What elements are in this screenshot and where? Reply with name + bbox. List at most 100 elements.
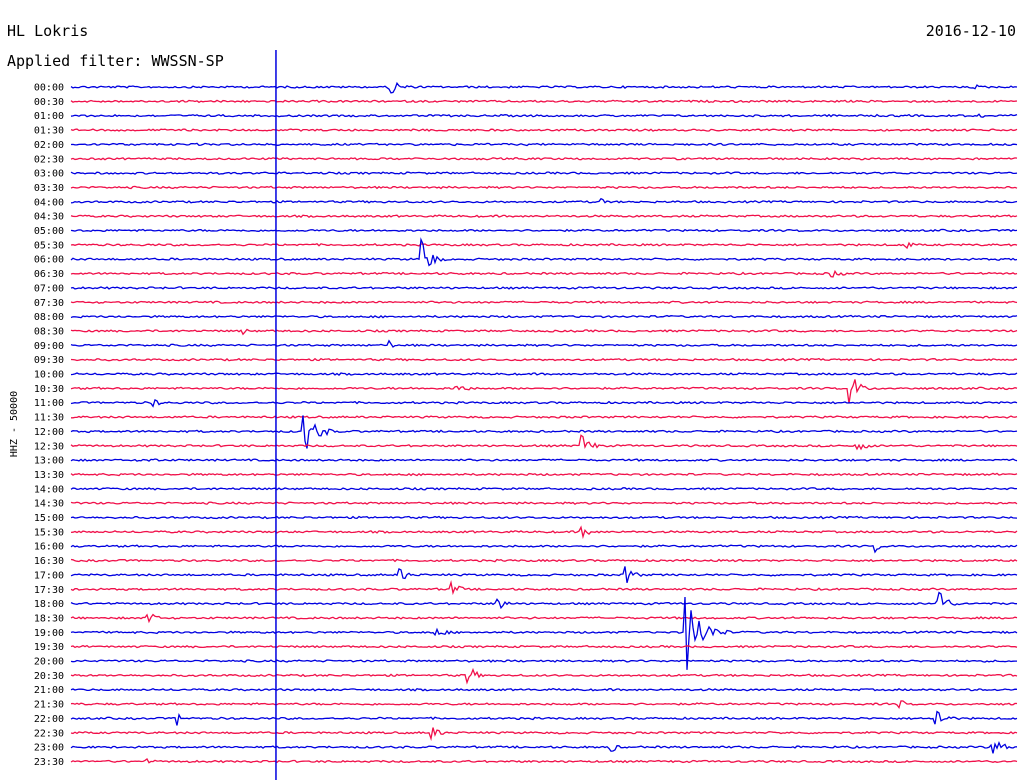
hour-tick-label: 09:30 <box>34 355 64 366</box>
trace-row-0530 <box>70 241 1018 250</box>
hour-tick-label: 04:30 <box>34 212 64 223</box>
trace-row-2200 <box>70 710 1018 726</box>
hour-tick-label: 12:00 <box>34 427 64 438</box>
trace-row-1930 <box>70 644 1018 649</box>
hour-tick-label: 05:00 <box>34 226 64 237</box>
trace-row-0230 <box>70 156 1018 161</box>
hour-tick-label: 14:00 <box>34 484 64 495</box>
trace-row-1030 <box>70 379 1018 404</box>
hour-tick-label: 19:00 <box>34 628 64 639</box>
trace-row-0630 <box>70 269 1018 278</box>
trace-row-2100 <box>70 687 1018 692</box>
hour-tick-label: 21:00 <box>34 685 64 696</box>
trace-row-1330 <box>70 472 1018 477</box>
trace-row-1600 <box>70 544 1018 554</box>
hour-tick-label: 05:30 <box>34 240 64 251</box>
hour-tick-label: 06:30 <box>34 269 64 280</box>
hour-tick-label: 18:00 <box>34 599 64 610</box>
hour-tick-label: 03:00 <box>34 169 64 180</box>
hour-tick-label: 03:30 <box>34 183 64 194</box>
trace-row-1200 <box>70 415 1018 449</box>
trace-row-0730 <box>70 300 1018 305</box>
hour-tick-label: 02:00 <box>34 140 64 151</box>
trace-row-1300 <box>70 458 1018 462</box>
trace-row-1230 <box>70 434 1018 451</box>
hour-tick-label: 01:30 <box>34 126 64 137</box>
y-axis-label: HHZ - 50000 <box>9 391 20 457</box>
hour-tick-label: 12:30 <box>34 441 64 452</box>
hour-tick-label: 16:00 <box>34 542 64 553</box>
trace-row-0500 <box>70 228 1018 233</box>
trace-row-0430 <box>70 214 1018 219</box>
trace-row-0100 <box>70 113 1018 118</box>
hour-tick-label: 17:30 <box>34 585 64 596</box>
hour-tick-label: 01:00 <box>34 111 64 122</box>
date-label: 2016-12-10 <box>926 22 1016 40</box>
trace-row-0000 <box>70 81 1018 94</box>
hour-tick-label: 17:00 <box>34 570 64 581</box>
trace-row-0330 <box>70 185 1018 190</box>
hour-tick-label: 22:00 <box>34 714 64 725</box>
hour-tick-label: 20:00 <box>34 657 64 668</box>
trace-row-0700 <box>70 286 1018 290</box>
trace-row-0130 <box>70 128 1018 132</box>
hour-tick-label: 06:00 <box>34 255 64 266</box>
trace-row-1800 <box>70 591 1017 610</box>
trace-row-0030 <box>70 99 1018 104</box>
hour-tick-label: 15:00 <box>34 513 64 524</box>
hour-ticks: 00:00 00:30 01:00 01:30 02:00 02:30 03:00 03:30… <box>34 83 64 768</box>
trace-row-2130 <box>70 700 1018 710</box>
trace-row-1000 <box>70 372 1018 376</box>
trace-row-1630 <box>70 558 1018 563</box>
hour-tick-label: 23:30 <box>34 757 64 768</box>
hour-tick-label: 07:30 <box>34 298 64 309</box>
trace-row-0800 <box>70 314 1018 319</box>
hour-tick-label: 19:30 <box>34 642 64 653</box>
hour-tick-label: 09:00 <box>34 341 64 352</box>
trace-row-2300 <box>70 741 1018 754</box>
hour-tick-label: 20:30 <box>34 671 64 682</box>
trace-row-2030 <box>70 667 1018 685</box>
trace-row-2330 <box>70 758 1018 764</box>
hour-tick-label: 02:30 <box>34 154 64 165</box>
hour-tick-label: 18:30 <box>34 613 64 624</box>
trace-row-2000 <box>70 659 1017 663</box>
trace-row-1700 <box>70 566 1018 583</box>
trace-row-0400 <box>70 197 1018 204</box>
trace-row-1100 <box>70 398 1018 408</box>
trace-row-1430 <box>70 501 1018 506</box>
hour-tick-label: 07:00 <box>34 283 64 294</box>
trace-row-0200 <box>70 142 1018 147</box>
trace-row-2230 <box>70 727 1018 742</box>
hour-tick-label: 13:30 <box>34 470 64 481</box>
filter-label: Applied filter: WWSSN-SP <box>7 52 224 70</box>
hour-tick-label: 23:00 <box>34 743 64 754</box>
hour-tick-label: 11:30 <box>34 413 64 424</box>
hour-tick-label: 04:00 <box>34 197 64 208</box>
trace-row-1530 <box>70 525 1018 540</box>
hour-tick-label: 14:30 <box>34 499 64 510</box>
hour-tick-label: 10:00 <box>34 370 64 381</box>
trace-row-0900 <box>70 339 1018 348</box>
trace-row-0600 <box>70 237 1018 267</box>
trace-row-0930 <box>70 357 1018 362</box>
hour-tick-label: 00:00 <box>34 83 64 94</box>
seismic-traces <box>70 81 1018 764</box>
hour-tick-label: 21:30 <box>34 700 64 711</box>
hour-tick-label: 08:00 <box>34 312 64 323</box>
hour-tick-label: 00:30 <box>34 97 64 108</box>
trace-row-0300 <box>70 171 1018 175</box>
hour-tick-label: 22:30 <box>34 728 64 739</box>
hour-tick-label: 11:00 <box>34 398 64 409</box>
trace-row-0830 <box>70 328 1018 336</box>
trace-row-1730 <box>70 580 1018 596</box>
trace-row-1900 <box>70 596 1018 670</box>
station-title: HL Lokris <box>7 22 88 40</box>
hour-tick-label: 15:30 <box>34 527 64 538</box>
trace-row-1830 <box>70 613 1018 624</box>
trace-row-1400 <box>70 487 1018 491</box>
hour-tick-label: 16:30 <box>34 556 64 567</box>
trace-row-1500 <box>70 515 1018 520</box>
trace-row-1130 <box>71 415 1018 419</box>
